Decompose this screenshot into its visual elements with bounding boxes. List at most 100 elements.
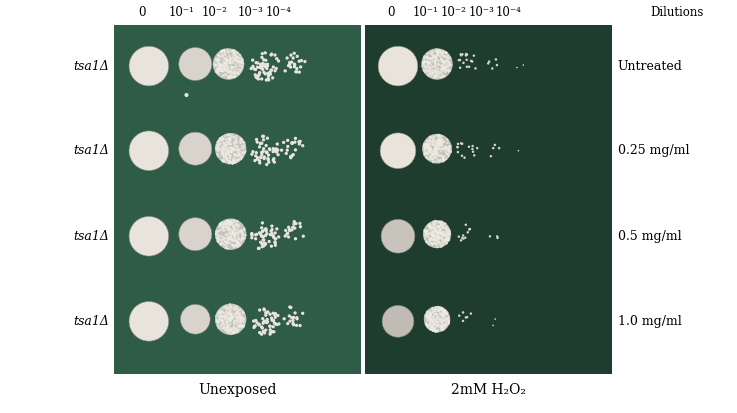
Ellipse shape	[428, 158, 430, 160]
Ellipse shape	[294, 237, 297, 240]
Ellipse shape	[438, 143, 440, 145]
Ellipse shape	[434, 230, 436, 233]
Ellipse shape	[303, 60, 307, 63]
Ellipse shape	[217, 325, 219, 327]
Ellipse shape	[445, 147, 448, 149]
Ellipse shape	[240, 60, 242, 63]
Ellipse shape	[433, 138, 435, 140]
Ellipse shape	[441, 74, 444, 76]
Ellipse shape	[443, 148, 445, 150]
Ellipse shape	[428, 223, 431, 225]
Ellipse shape	[231, 222, 234, 225]
Ellipse shape	[233, 136, 235, 138]
Ellipse shape	[231, 239, 234, 241]
Ellipse shape	[445, 230, 447, 232]
Ellipse shape	[445, 157, 447, 160]
Ellipse shape	[438, 240, 440, 243]
Ellipse shape	[430, 50, 433, 53]
Ellipse shape	[441, 60, 443, 62]
Ellipse shape	[217, 320, 219, 323]
Ellipse shape	[427, 57, 429, 59]
Ellipse shape	[426, 70, 429, 72]
Ellipse shape	[221, 67, 223, 70]
Ellipse shape	[223, 74, 226, 77]
Ellipse shape	[252, 326, 256, 329]
Ellipse shape	[239, 244, 241, 247]
Ellipse shape	[439, 324, 441, 326]
Ellipse shape	[447, 236, 449, 239]
Ellipse shape	[228, 159, 231, 162]
Ellipse shape	[235, 240, 237, 242]
Ellipse shape	[260, 77, 263, 81]
Ellipse shape	[423, 146, 425, 149]
Ellipse shape	[293, 220, 296, 223]
Ellipse shape	[442, 325, 445, 327]
Ellipse shape	[228, 136, 231, 139]
Ellipse shape	[221, 147, 224, 149]
Ellipse shape	[424, 153, 427, 155]
Ellipse shape	[437, 325, 439, 327]
Ellipse shape	[239, 244, 241, 247]
Ellipse shape	[240, 138, 242, 140]
Ellipse shape	[218, 143, 220, 146]
Ellipse shape	[231, 313, 233, 315]
Ellipse shape	[476, 147, 478, 150]
Text: tsa1Δ: tsa1Δ	[73, 315, 109, 328]
Ellipse shape	[432, 161, 434, 164]
Ellipse shape	[436, 76, 439, 78]
Ellipse shape	[231, 68, 234, 70]
Ellipse shape	[441, 237, 443, 239]
Ellipse shape	[254, 68, 257, 71]
Ellipse shape	[460, 239, 462, 242]
Ellipse shape	[436, 232, 439, 235]
Ellipse shape	[230, 58, 232, 61]
Ellipse shape	[220, 316, 223, 318]
Ellipse shape	[496, 237, 499, 239]
Ellipse shape	[440, 231, 442, 233]
Ellipse shape	[223, 65, 226, 67]
Ellipse shape	[425, 230, 427, 232]
Ellipse shape	[228, 228, 231, 230]
Ellipse shape	[241, 231, 243, 234]
Ellipse shape	[231, 76, 234, 78]
Ellipse shape	[447, 55, 449, 57]
Ellipse shape	[294, 137, 297, 140]
Ellipse shape	[267, 153, 270, 157]
Ellipse shape	[223, 153, 225, 156]
Ellipse shape	[439, 71, 441, 74]
Ellipse shape	[438, 143, 440, 146]
Ellipse shape	[237, 220, 239, 222]
Ellipse shape	[427, 314, 430, 316]
Ellipse shape	[432, 330, 435, 332]
Ellipse shape	[438, 308, 440, 311]
Ellipse shape	[434, 239, 436, 242]
Ellipse shape	[427, 61, 429, 63]
Ellipse shape	[241, 145, 243, 147]
Ellipse shape	[223, 70, 225, 73]
Ellipse shape	[251, 152, 254, 156]
Ellipse shape	[432, 233, 435, 235]
Ellipse shape	[426, 140, 428, 142]
Ellipse shape	[217, 230, 220, 233]
Ellipse shape	[293, 65, 296, 69]
Ellipse shape	[434, 330, 436, 333]
Ellipse shape	[431, 141, 433, 143]
Ellipse shape	[432, 328, 434, 330]
Ellipse shape	[436, 325, 439, 328]
Ellipse shape	[231, 330, 233, 332]
Ellipse shape	[234, 309, 236, 311]
Ellipse shape	[251, 59, 254, 62]
Text: 10⁻⁴: 10⁻⁴	[265, 6, 292, 19]
Ellipse shape	[435, 147, 438, 150]
Ellipse shape	[220, 69, 223, 72]
Ellipse shape	[235, 329, 237, 332]
Ellipse shape	[219, 64, 221, 66]
Ellipse shape	[228, 137, 231, 140]
Ellipse shape	[440, 76, 442, 78]
Ellipse shape	[275, 150, 279, 154]
Ellipse shape	[434, 155, 436, 157]
Ellipse shape	[442, 61, 444, 64]
Ellipse shape	[222, 327, 224, 329]
Ellipse shape	[433, 143, 436, 146]
Ellipse shape	[231, 162, 234, 165]
